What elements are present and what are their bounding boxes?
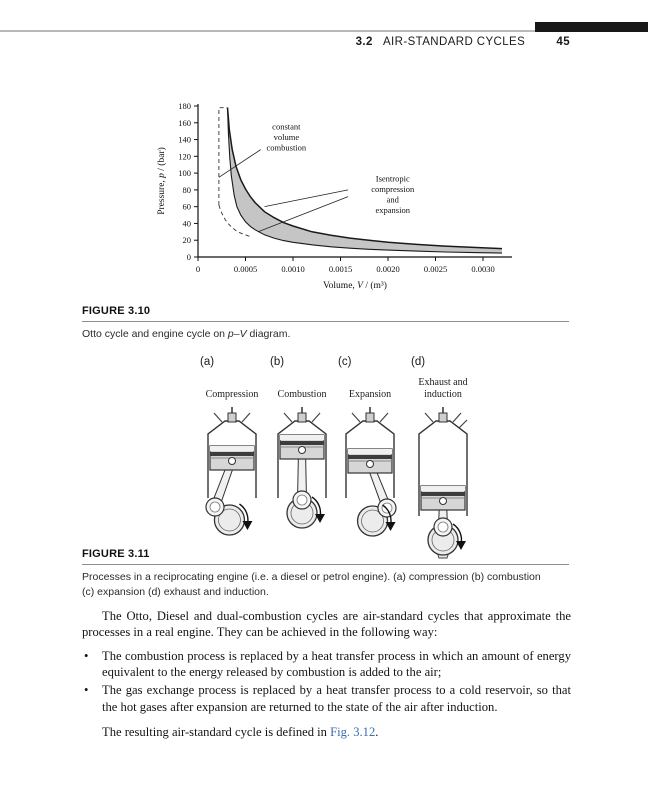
bullet-list: • The combustion process is replaced by … [82, 648, 571, 715]
panel-name: Exhaust and induction [418, 377, 468, 400]
chart-annotation: and [387, 195, 400, 205]
piston-ring [280, 441, 324, 445]
y-tick-label: 0 [187, 252, 191, 262]
valve-stem-icon [379, 412, 389, 423]
figure-3-10-caption-block: FIGURE 3.10 Otto cycle and engine cycle … [82, 305, 569, 342]
figure-3-11-caption: Processes in a reciprocating engine (i.e… [82, 571, 541, 599]
paragraph: The Otto, Diesel and dual-combustion cyc… [82, 609, 571, 640]
cylinder-outline [207, 420, 257, 498]
chart-annotation: expansion [376, 205, 411, 215]
valve-stem-icon [311, 412, 321, 423]
bullet-item: • The gas exchange process is replaced b… [84, 683, 571, 714]
y-tick-label: 160 [178, 118, 191, 128]
otto-constant-volume-line [218, 107, 228, 205]
body-text: The Otto, Diesel and dual-combustion cyc… [82, 608, 571, 741]
figure-3-10-rule [82, 321, 569, 322]
x-tick-label: 0.0005 [234, 264, 257, 274]
pv-diagram-chart: 0 20 40 60 80 100 120 140 160 180 0 0.0005 0.0010 0.0… [148, 86, 548, 304]
y-tick-label: 60 [183, 202, 192, 212]
wrist-pin [228, 457, 236, 465]
y-tick-label: 120 [178, 151, 191, 161]
y-tick-label: 20 [183, 235, 192, 245]
section-number: 3.2 [355, 36, 373, 48]
engine-diagram-a [205, 407, 257, 536]
shaded-engine-cycle-area [227, 107, 502, 254]
header-rule [0, 30, 648, 32]
x-tick-label: 0.0015 [329, 264, 352, 274]
figure-3-12-link[interactable]: Fig. 3.12 [330, 725, 376, 740]
x-tick-label: 0.0020 [376, 264, 399, 274]
panel-letter: (a) [200, 356, 215, 368]
cylinder-outline [418, 420, 468, 516]
bullet-glyph: • [84, 648, 89, 663]
panel-letter: (c) [338, 356, 352, 368]
x-tick-label: 0.0010 [281, 264, 304, 274]
chart-annotation: constant [272, 121, 301, 131]
valve-stem-icon [351, 412, 361, 423]
engine-panel-compression: (a) Compression [190, 356, 274, 560]
figure-3-10-caption: Otto cycle and engine cycle on p–V diagr… [82, 328, 291, 340]
valve-stem-icon [213, 412, 223, 423]
y-tick-label: 140 [178, 135, 191, 145]
wrist-pin [366, 460, 374, 468]
pv-diagram-svg: 0 20 40 60 80 100 120 140 160 180 0 0.0005 0.0010 0.0… [156, 101, 512, 291]
piston-ring [421, 492, 465, 496]
valve-stem-icon [452, 412, 462, 423]
piston-ring [210, 452, 254, 456]
section-title: AIR-STANDARD CYCLES [382, 36, 526, 48]
figure-3-10-label: FIGURE 3.10 [82, 305, 151, 317]
header-black-bar [535, 22, 648, 32]
annotation-leader-line [257, 196, 349, 233]
engine-panel-expansion: (c) Expansion [328, 356, 412, 560]
closing-paragraph: The resulting air-standard cycle is defi… [102, 725, 379, 740]
valve-stem-icon [283, 412, 293, 423]
x-tick-label: 0.0030 [471, 264, 494, 274]
wrist-pin [439, 497, 447, 505]
panel-letter: (d) [411, 356, 426, 368]
engine-diagram-c [345, 407, 397, 537]
x-axis-title: Volume, V / (m³) [323, 280, 387, 291]
panel-letter: (b) [270, 356, 285, 368]
cylinder-outline [277, 420, 327, 498]
cylinder-outline [345, 420, 395, 498]
panel-name: Combustion [277, 388, 327, 400]
engine-diagram-d [418, 407, 468, 559]
engine-panel-combustion: (b) Combustion [260, 356, 344, 560]
otto-isentrope-line [218, 204, 252, 238]
panel-name: Compression [205, 388, 259, 400]
expansion-curve [226, 107, 503, 250]
annotation-leader-line [264, 189, 349, 208]
figure-3-11-caption-block: FIGURE 3.11 Processes in a reciprocating… [82, 548, 569, 600]
x-tick-label: 0.0025 [424, 264, 447, 274]
figure-3-11-rule [82, 564, 569, 565]
bullet-item: • The combustion process is replaced by … [84, 648, 571, 680]
piston-ring [348, 455, 392, 459]
engine-diagram-b [277, 407, 327, 529]
valve-stem-icon [241, 412, 251, 423]
y-axis-title: Pressure, p / (bar) [156, 147, 167, 215]
page-number: 45 [556, 36, 570, 48]
y-tick-label: 80 [183, 185, 192, 195]
chart-annotation: combustion [267, 142, 307, 152]
valve-stem-icon [424, 412, 434, 423]
chart-annotation: Isentropic [376, 174, 410, 184]
y-tick-label: 40 [183, 218, 192, 228]
compression-curve [226, 107, 503, 254]
engine-panel-exhaust-induction: (d) Exhaust and induction [401, 356, 485, 560]
bullet-glyph: • [84, 683, 89, 698]
y-tick-label: 180 [178, 101, 191, 111]
annotation-leader-line [218, 149, 261, 178]
x-tick-label: 0 [196, 264, 200, 274]
chart-annotation: volume [274, 132, 300, 142]
open-exhaust-valve-icon [458, 419, 468, 429]
chart-annotation: compression [371, 184, 415, 194]
wrist-pin [298, 446, 306, 454]
y-tick-label: 100 [178, 168, 191, 178]
running-head: 3.2 AIR-STANDARD CYCLES 45 [356, 36, 570, 48]
figure-3-11-label: FIGURE 3.11 [82, 548, 150, 560]
panel-name: Expansion [348, 388, 392, 400]
